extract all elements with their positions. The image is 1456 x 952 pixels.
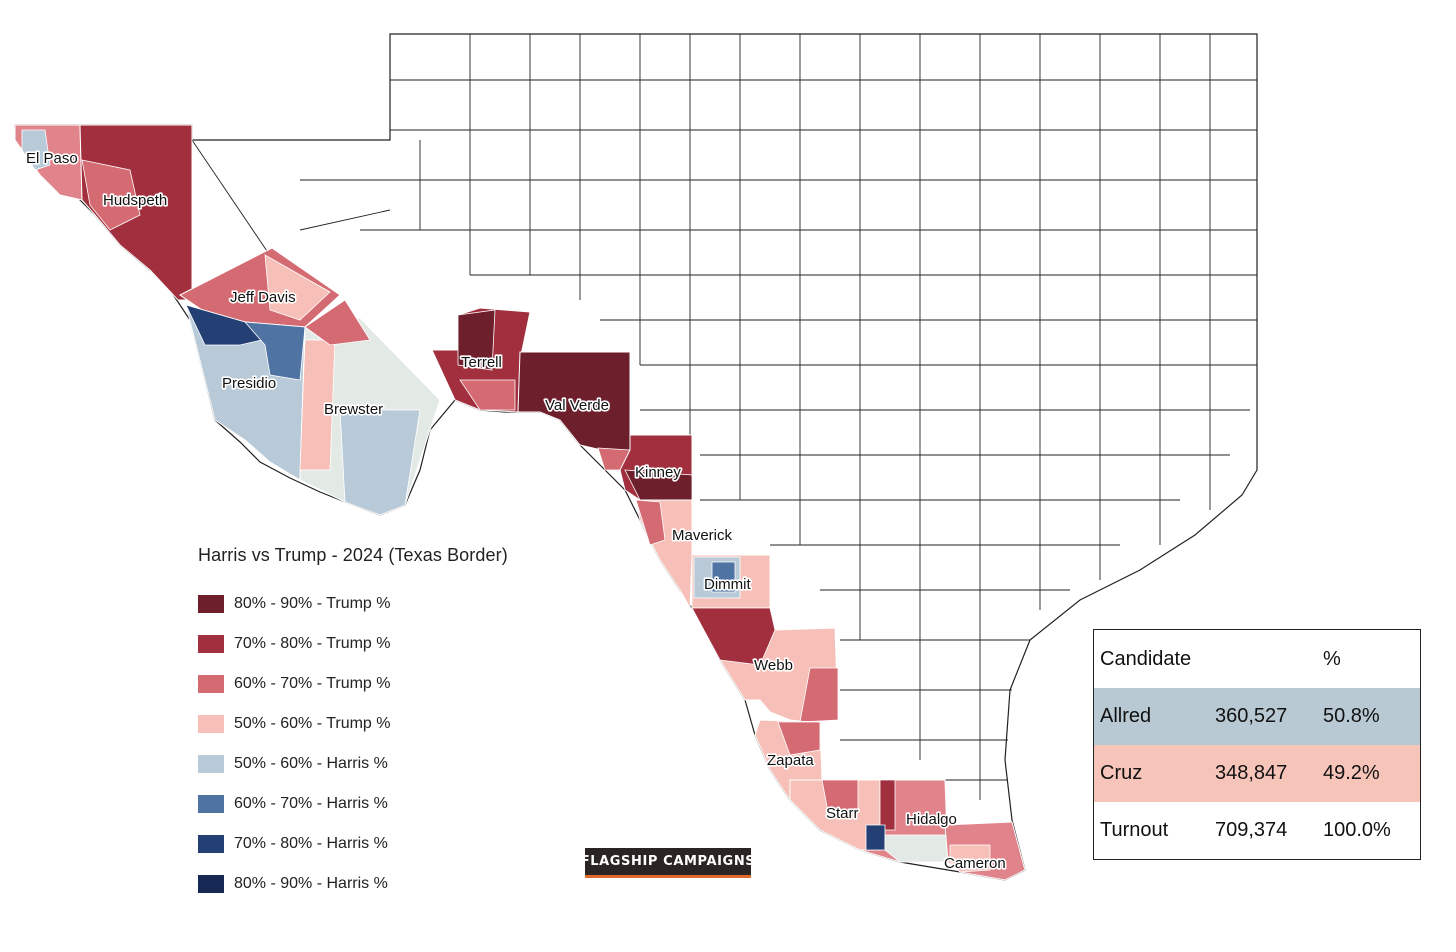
maverick-red — [635, 499, 666, 546]
legend-swatch — [198, 595, 224, 613]
results-row-cruz: Cruz 348,847 49.2% — [1094, 745, 1420, 802]
star-icon: ★ — [761, 856, 771, 867]
legend-item: 50% - 60% - Trump % — [198, 704, 578, 744]
jeff-davis-inner — [264, 254, 331, 321]
legend-swatch — [198, 635, 224, 653]
legend-swatch — [198, 755, 224, 773]
header-candidate: Candidate — [1100, 647, 1192, 670]
starr-red — [821, 779, 859, 813]
logo-text: FLAGSHIP CAMPAIGNS — [580, 854, 756, 869]
legend-swatch — [198, 835, 224, 853]
results-header-row: Candidate % — [1094, 630, 1420, 688]
legend-item: 80% - 90% - Trump % — [198, 584, 578, 624]
county-labels: El Paso Hudspeth Jeff Davis Presidio Bre… — [24, 148, 1007, 873]
legend-swatch — [198, 875, 224, 893]
legend-swatch — [198, 675, 224, 693]
turnout-votes: 709,374 — [1215, 819, 1288, 841]
zapata-red — [777, 721, 821, 756]
legend-label: 50% - 60% - Trump % — [234, 715, 391, 732]
legend-swatch — [198, 795, 224, 813]
label-hudspeth: Hudspeth — [103, 192, 167, 209]
map-legend: Harris vs Trump - 2024 (Texas Border) 80… — [198, 545, 578, 904]
candidate-name: Cruz — [1100, 762, 1143, 784]
legend-label: 70% - 80% - Harris % — [234, 835, 388, 852]
hudspeth-inner — [81, 159, 141, 231]
label-maverick: Maverick — [672, 527, 733, 544]
legend-label: 60% - 70% - Harris % — [234, 795, 388, 812]
cameron-urban — [949, 844, 991, 873]
candidate-name: Allred — [1100, 705, 1152, 727]
legend-label: 70% - 80% - Trump % — [234, 635, 391, 652]
label-hidalgo: Hidalgo — [906, 811, 957, 828]
legend-label: 80% - 90% - Trump % — [234, 595, 391, 612]
label-kinney: Kinney — [635, 464, 681, 481]
county-boundaries — [191, 34, 1257, 800]
candidate-votes: 360,527 — [1215, 705, 1288, 727]
legend-item: 80% - 90% - Harris % — [198, 864, 578, 904]
presidio-blue — [185, 304, 272, 346]
el-paso-inner — [21, 129, 51, 171]
label-val-verde: Val Verde — [545, 397, 609, 414]
candidate-percent: 50.8% — [1323, 705, 1380, 727]
val-verde-county — [517, 351, 631, 453]
brewster-blue — [339, 409, 421, 516]
candidate-percent: 49.2% — [1323, 762, 1380, 784]
results-row-turnout: Turnout 709,374 100.0% — [1094, 802, 1420, 859]
results-table: Candidate % Allred 360,527 50.8% Cruz 34… — [1093, 629, 1421, 860]
hidalgo-dark — [879, 779, 896, 831]
turnout-label: Turnout — [1100, 819, 1169, 841]
results-row-allred: Allred 360,527 50.8% — [1094, 688, 1420, 745]
label-presidio: Presidio — [222, 375, 276, 392]
legend-item: 70% - 80% - Trump % — [198, 624, 578, 664]
header-percent: % — [1323, 647, 1341, 670]
flagship-campaigns-logo: ★ FLAGSHIP CAMPAIGNS ★ — [565, 848, 770, 878]
legend-item: 50% - 60% - Harris % — [198, 744, 578, 784]
legend-label: 80% - 90% - Harris % — [234, 875, 388, 892]
star-icon: ★ — [565, 856, 575, 867]
candidate-votes: 348,847 — [1215, 762, 1288, 784]
legend-title: Harris vs Trump - 2024 (Texas Border) — [198, 545, 508, 565]
legend-item: 70% - 80% - Harris % — [198, 824, 578, 864]
label-dimmit: Dimmit — [704, 576, 751, 593]
webb-east — [799, 667, 839, 723]
terrell-dark — [457, 309, 496, 371]
label-starr: Starr — [826, 805, 859, 822]
legend-item: 60% - 70% - Harris % — [198, 784, 578, 824]
label-webb: Webb — [754, 657, 793, 674]
webb-north — [691, 607, 776, 666]
hidalgo-urban — [884, 834, 949, 863]
label-brewster: Brewster — [324, 401, 383, 418]
label-terrell: Terrell — [461, 354, 502, 371]
terrell-light — [459, 379, 516, 411]
legend-label: 60% - 70% - Trump % — [234, 675, 391, 692]
turnout-percent: 100.0% — [1323, 819, 1391, 841]
label-el-paso: El Paso — [26, 150, 78, 167]
label-zapata: Zapata — [767, 752, 814, 769]
legend-label: 50% - 60% - Harris % — [234, 755, 388, 772]
dimmit-dark — [711, 561, 736, 593]
presidio-mid — [244, 321, 306, 381]
brewster-top — [304, 299, 371, 346]
label-jeff-davis: Jeff Davis — [230, 289, 296, 306]
hidalgo-blue — [865, 824, 886, 851]
label-cameron: Cameron — [944, 855, 1006, 872]
legend-swatch — [198, 715, 224, 733]
border-counties — [14, 124, 1026, 881]
legend-item: 60% - 70% - Trump % — [198, 664, 578, 704]
